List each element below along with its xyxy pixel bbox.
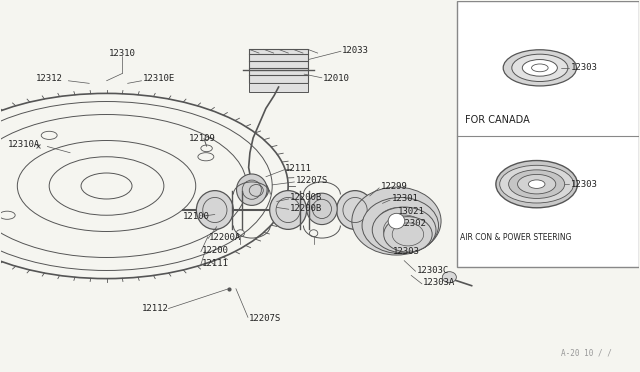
Ellipse shape	[512, 54, 568, 81]
Text: 12303: 12303	[394, 247, 420, 256]
Text: 12207S: 12207S	[248, 314, 281, 323]
Text: 12100: 12100	[182, 212, 209, 221]
Bar	[249, 49, 308, 83]
Ellipse shape	[509, 170, 564, 198]
Ellipse shape	[196, 190, 234, 230]
Text: 12200B: 12200B	[290, 193, 323, 202]
Ellipse shape	[496, 161, 577, 208]
Text: 12111: 12111	[285, 164, 312, 173]
Ellipse shape	[362, 198, 438, 254]
Ellipse shape	[269, 190, 307, 230]
Text: 12310: 12310	[109, 49, 136, 58]
Text: 12299: 12299	[381, 182, 408, 191]
Ellipse shape	[388, 213, 404, 229]
Text: 12312: 12312	[36, 74, 63, 83]
Text: 12109: 12109	[189, 134, 216, 142]
Ellipse shape	[522, 60, 557, 76]
Text: 12200B: 12200B	[290, 203, 323, 213]
Ellipse shape	[518, 174, 556, 194]
Ellipse shape	[503, 50, 577, 86]
Text: A-20 10 / /: A-20 10 / /	[561, 349, 612, 357]
Text: 12033: 12033	[342, 46, 369, 55]
Text: 13021: 13021	[397, 206, 424, 216]
Ellipse shape	[237, 174, 267, 205]
Text: 12301: 12301	[392, 195, 419, 203]
Ellipse shape	[372, 207, 436, 253]
Text: 12303: 12303	[570, 63, 597, 72]
Text: AIR CON & POWER STEERING: AIR CON & POWER STEERING	[460, 233, 572, 242]
Text: 12200A: 12200A	[209, 233, 241, 242]
Text: 12207S: 12207S	[296, 176, 328, 185]
Text: 12112: 12112	[141, 304, 168, 313]
Text: 12303A: 12303A	[423, 278, 456, 287]
Ellipse shape	[307, 193, 337, 225]
Ellipse shape	[244, 180, 268, 201]
Bar	[457, 1, 639, 267]
Ellipse shape	[500, 165, 573, 203]
Text: 12310E: 12310E	[143, 74, 175, 83]
Ellipse shape	[529, 180, 545, 188]
Text: 12302: 12302	[399, 219, 426, 228]
Ellipse shape	[352, 187, 441, 255]
Text: 12310A: 12310A	[8, 140, 40, 149]
Text: 12200: 12200	[202, 246, 229, 255]
Bar	[249, 83, 308, 92]
Text: 12303: 12303	[570, 180, 597, 189]
Ellipse shape	[384, 217, 432, 252]
Text: 12010: 12010	[323, 74, 350, 83]
Ellipse shape	[337, 190, 374, 230]
Text: 12303C: 12303C	[417, 266, 449, 275]
Text: FOR CANADA: FOR CANADA	[465, 115, 530, 125]
Ellipse shape	[442, 272, 456, 283]
Text: 12111: 12111	[202, 259, 229, 268]
